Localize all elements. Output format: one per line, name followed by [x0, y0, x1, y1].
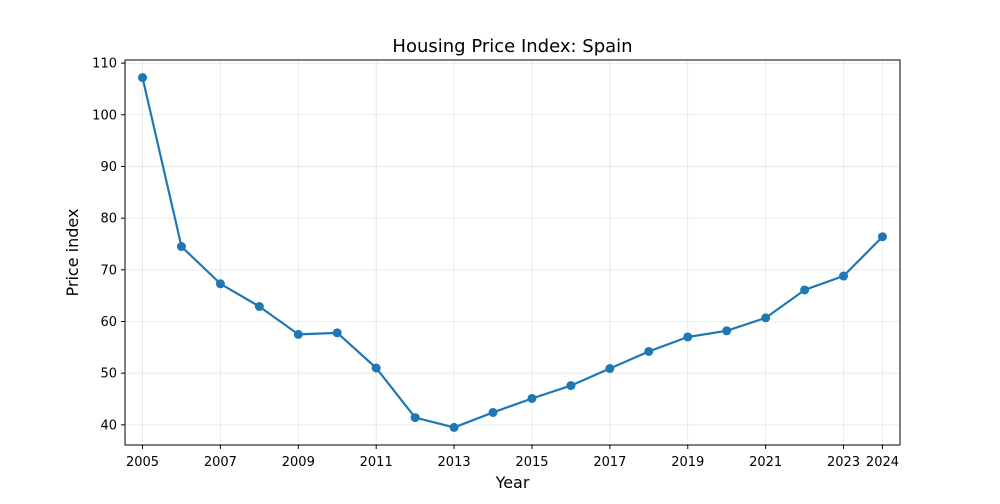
- data-point: [332, 328, 342, 338]
- x-tick-label: 2023: [827, 455, 860, 470]
- data-point: [605, 364, 615, 374]
- data-point: [488, 407, 498, 417]
- x-axis-label: Year: [495, 473, 530, 492]
- x-tick-label: 2009: [282, 455, 315, 470]
- data-point: [215, 279, 225, 289]
- chart-title: Housing Price Index: Spain: [392, 36, 632, 57]
- data-point: [176, 242, 186, 252]
- data-point: [877, 232, 887, 242]
- x-tick-label: 2013: [438, 455, 471, 470]
- x-tick-label: 2015: [515, 455, 548, 470]
- y-tick-label: 80: [100, 212, 117, 227]
- data-point: [722, 326, 732, 336]
- data-point: [138, 73, 148, 83]
- data-point: [839, 271, 849, 281]
- data-point: [644, 346, 654, 356]
- data-point: [371, 363, 381, 373]
- data-point: [449, 422, 459, 432]
- plot-area-frame: [124, 59, 901, 446]
- y-tick-label: 110: [92, 57, 117, 72]
- data-point: [293, 329, 303, 339]
- data-point: [683, 332, 693, 342]
- data-point: [761, 313, 771, 323]
- y-tick-label: 70: [100, 263, 117, 278]
- x-tick-label: 2017: [593, 455, 626, 470]
- data-point: [527, 393, 537, 403]
- x-tick-label: 2005: [126, 455, 159, 470]
- data-point: [800, 285, 810, 295]
- x-tick-label: 2011: [360, 455, 393, 470]
- grid-lines: [125, 60, 900, 445]
- x-tick-label: 2007: [204, 455, 237, 470]
- y-tick-label: 90: [100, 160, 117, 175]
- y-tick-label: 40: [100, 418, 117, 433]
- y-tick-label: 50: [100, 367, 117, 382]
- axis-ticks: 2005 2007 2009 2011 2013 2015 2017 2019 2021 2023…: [92, 57, 899, 470]
- data-point: [566, 381, 576, 391]
- data-point: [410, 413, 420, 423]
- series-layer: [138, 73, 887, 432]
- y-tick-label: 60: [100, 315, 117, 330]
- x-tick-label: 2019: [671, 455, 704, 470]
- data-point: [254, 302, 264, 312]
- y-axis-label: Price index: [63, 209, 82, 297]
- y-tick-label: 100: [92, 108, 117, 123]
- series-line: [141, 77, 884, 429]
- x-tick-label: 2021: [749, 455, 782, 470]
- x-tick-label: 2024: [866, 455, 899, 470]
